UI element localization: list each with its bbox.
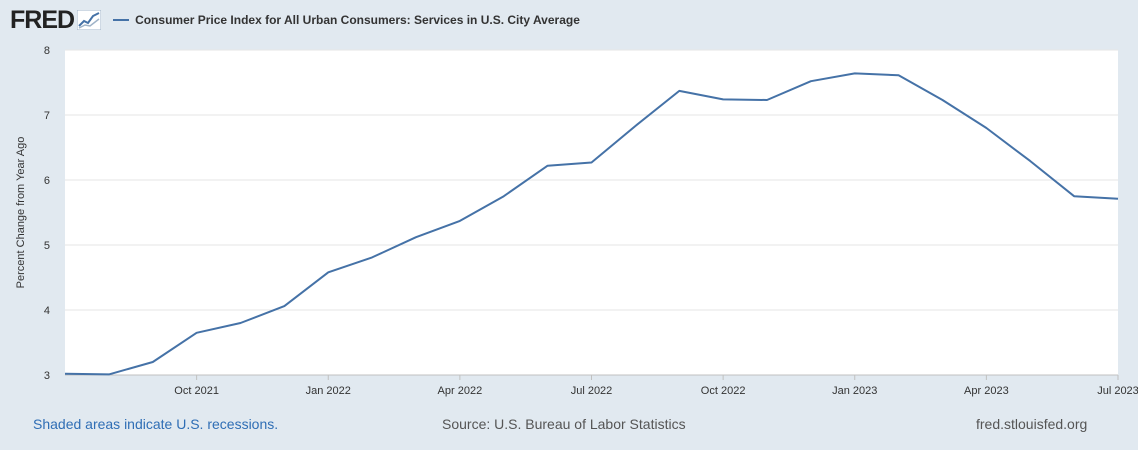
plot-area	[65, 50, 1118, 375]
legend-line-swatch	[113, 19, 130, 21]
x-tick-label: Apr 2023	[964, 385, 1009, 397]
data-point	[896, 73, 901, 78]
data-point	[282, 304, 287, 309]
data-point	[457, 218, 462, 223]
data-point	[106, 372, 111, 377]
y-tick-label: 4	[44, 305, 50, 317]
data-point	[765, 98, 770, 103]
y-axis-label: Percent Change from Year Ago	[15, 137, 27, 289]
data-point	[721, 97, 726, 102]
data-point	[194, 330, 199, 335]
y-tick-label: 8	[44, 45, 50, 57]
x-tick-label: Jul 2022	[571, 385, 613, 397]
x-tick-label: Jul 2023	[1097, 385, 1138, 397]
data-point	[1116, 196, 1121, 201]
fred-logo-graph-icon	[77, 10, 102, 30]
y-tick-label: 6	[44, 175, 50, 187]
recessions-note: Shaded areas indicate U.S. recessions.	[33, 416, 279, 432]
series-line	[64, 72, 1119, 376]
data-point	[370, 255, 375, 260]
data-point	[677, 88, 682, 93]
data-point	[63, 371, 68, 376]
data-point	[808, 79, 813, 84]
site-link[interactable]: fred.stlouisfed.org	[976, 416, 1088, 432]
source-note: Source: U.S. Bureau of Labor Statistics	[442, 416, 686, 432]
data-point	[326, 270, 331, 275]
data-point	[414, 235, 419, 240]
fred-logo-text: FRED	[10, 5, 75, 34]
line-chart[interactable]: 3 4 5 6 7 8 Oct 2021 Jan 2022 Apr 2022 Jul 2022 Oc…	[0, 0, 1138, 410]
data-point	[1028, 159, 1033, 164]
data-point	[1072, 194, 1077, 199]
legend-series-label: Consumer Price Index for All Urban Consu…	[135, 13, 580, 27]
data-point	[984, 126, 989, 131]
y-tick-label: 3	[44, 370, 50, 382]
data-point	[633, 124, 638, 129]
x-tick-label: Oct 2022	[701, 385, 746, 397]
data-point	[501, 194, 506, 199]
fred-logo[interactable]: FRED	[10, 5, 102, 34]
y-tick-label: 5	[44, 240, 50, 252]
data-point	[238, 321, 243, 326]
x-tick-label: Jan 2022	[306, 385, 351, 397]
data-point	[150, 360, 155, 365]
x-tick-label: Apr 2022	[438, 385, 483, 397]
data-point	[940, 98, 945, 103]
chart-legend[interactable]: Consumer Price Index for All Urban Consu…	[113, 13, 580, 27]
data-point	[545, 163, 550, 168]
data-point	[852, 71, 857, 76]
chart-header: FRED Consumer Price Index for All Urban …	[10, 6, 580, 34]
y-tick-label: 7	[44, 110, 50, 122]
x-tick-label: Jan 2023	[832, 385, 877, 397]
data-point	[589, 160, 594, 165]
x-tick-label: Oct 2021	[174, 385, 219, 397]
